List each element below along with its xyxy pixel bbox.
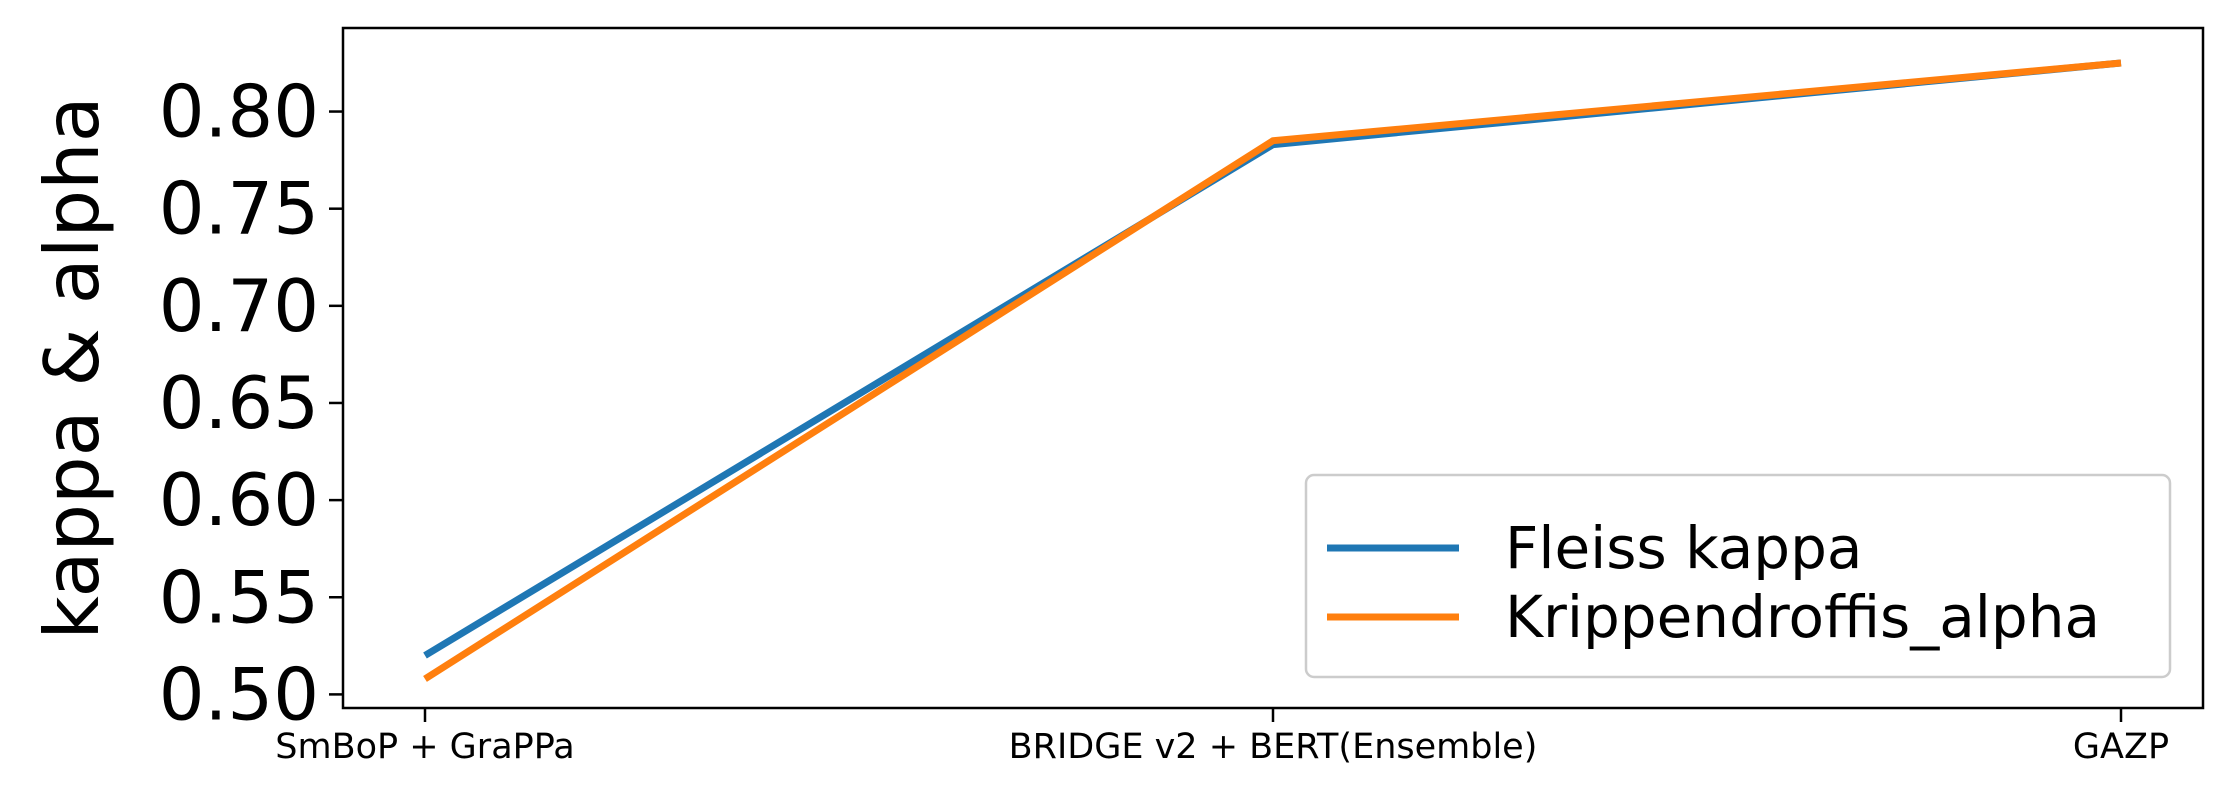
x-tick-label: SmBoP + GraPPa <box>275 727 574 767</box>
y-tick-label: 0.65 <box>159 361 319 445</box>
y-tick-label: 0.60 <box>159 458 319 542</box>
series-layer <box>423 59 2122 682</box>
legend-label: Krippendroffis_alpha <box>1505 583 2100 651</box>
y-axis-label: kappa & alpha <box>28 96 116 639</box>
x-tick-label: BRIDGE v2 + BERT(Ensemble) <box>1009 727 1538 767</box>
series-line-krippendroffis-alpha <box>423 59 2122 682</box>
y-tick-label: 0.80 <box>159 70 319 154</box>
y-tick-label: 0.70 <box>159 264 319 348</box>
plot-frame <box>341 26 2205 710</box>
x-axis-ticks: SmBoP + GraPPa BRIDGE v2 + BERT(Ensemble)… <box>275 708 2169 767</box>
y-tick-label: 0.55 <box>159 555 319 639</box>
legend-box <box>1304 473 2172 679</box>
x-tick-label: GAZP <box>2073 727 2169 767</box>
legend-label: Fleiss kappa <box>1505 514 1862 582</box>
y-tick-label: 0.75 <box>159 167 319 251</box>
y-axis-ticks: 0.50 0.55 0.60 0.65 0.70 0.75 0.80 <box>159 70 343 736</box>
y-tick-label: 0.50 <box>159 652 319 736</box>
